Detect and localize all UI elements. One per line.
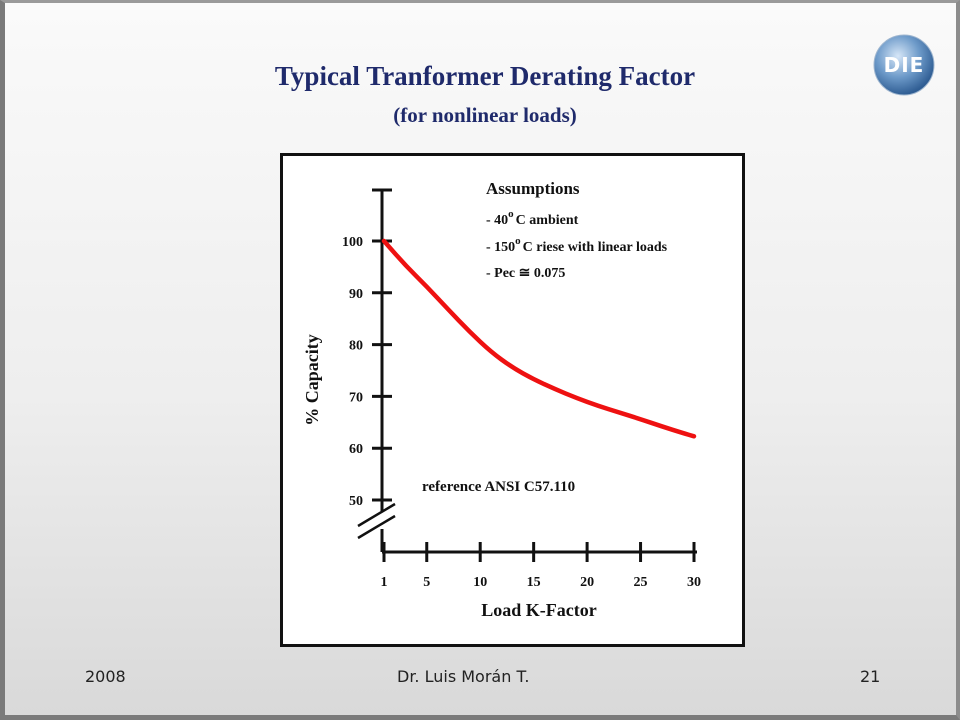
x-tick-label: 15 [527,575,541,590]
logo-text: DIE [884,53,925,77]
y-tick-label: 60 [349,442,363,457]
y-axis-label: % Capacity [302,334,322,426]
x-tick-label: 30 [687,575,701,590]
y-tick-label: 50 [349,494,363,509]
slide-title: Typical Tranformer Derating Factor [274,61,696,91]
axis-break-mark [357,502,396,528]
reference-annotation: reference ANSI C57.110 [422,479,575,495]
y-tick-label: 70 [349,390,363,405]
x-tick-label: 5 [423,575,430,590]
y-tick-label: 80 [349,339,363,354]
footer-page-number: 21 [860,667,881,686]
die-logo-icon: DIE [873,34,935,96]
x-tick-label: 10 [473,575,487,590]
slide-subtitle: (for nonlinear loads) [393,103,577,127]
axis-break-mark [357,514,396,540]
assumption-item: - Pec ≅ 0.075 [486,266,565,281]
x-tick-label: 25 [634,575,648,590]
chart-frame: 100 90 80 70 60 50 1 5 10 15 20 25 30 % Capacity Loa… [280,153,745,647]
y-tick-label: 90 [349,287,363,302]
footer-author: Dr. Luis Morán T. [397,667,530,686]
footer-year: 2008 [85,667,126,686]
assumption-item: - 40o C ambient [486,208,579,228]
assumption-item: - 150o C riese with linear loads [486,235,668,255]
x-axis-label: Load K-Factor [481,600,596,620]
series-line [381,238,697,439]
assumptions-title: Assumptions [486,179,580,198]
x-tick-label: 1 [381,575,388,590]
y-tick-label: 100 [342,235,363,250]
x-tick-label: 20 [580,575,594,590]
